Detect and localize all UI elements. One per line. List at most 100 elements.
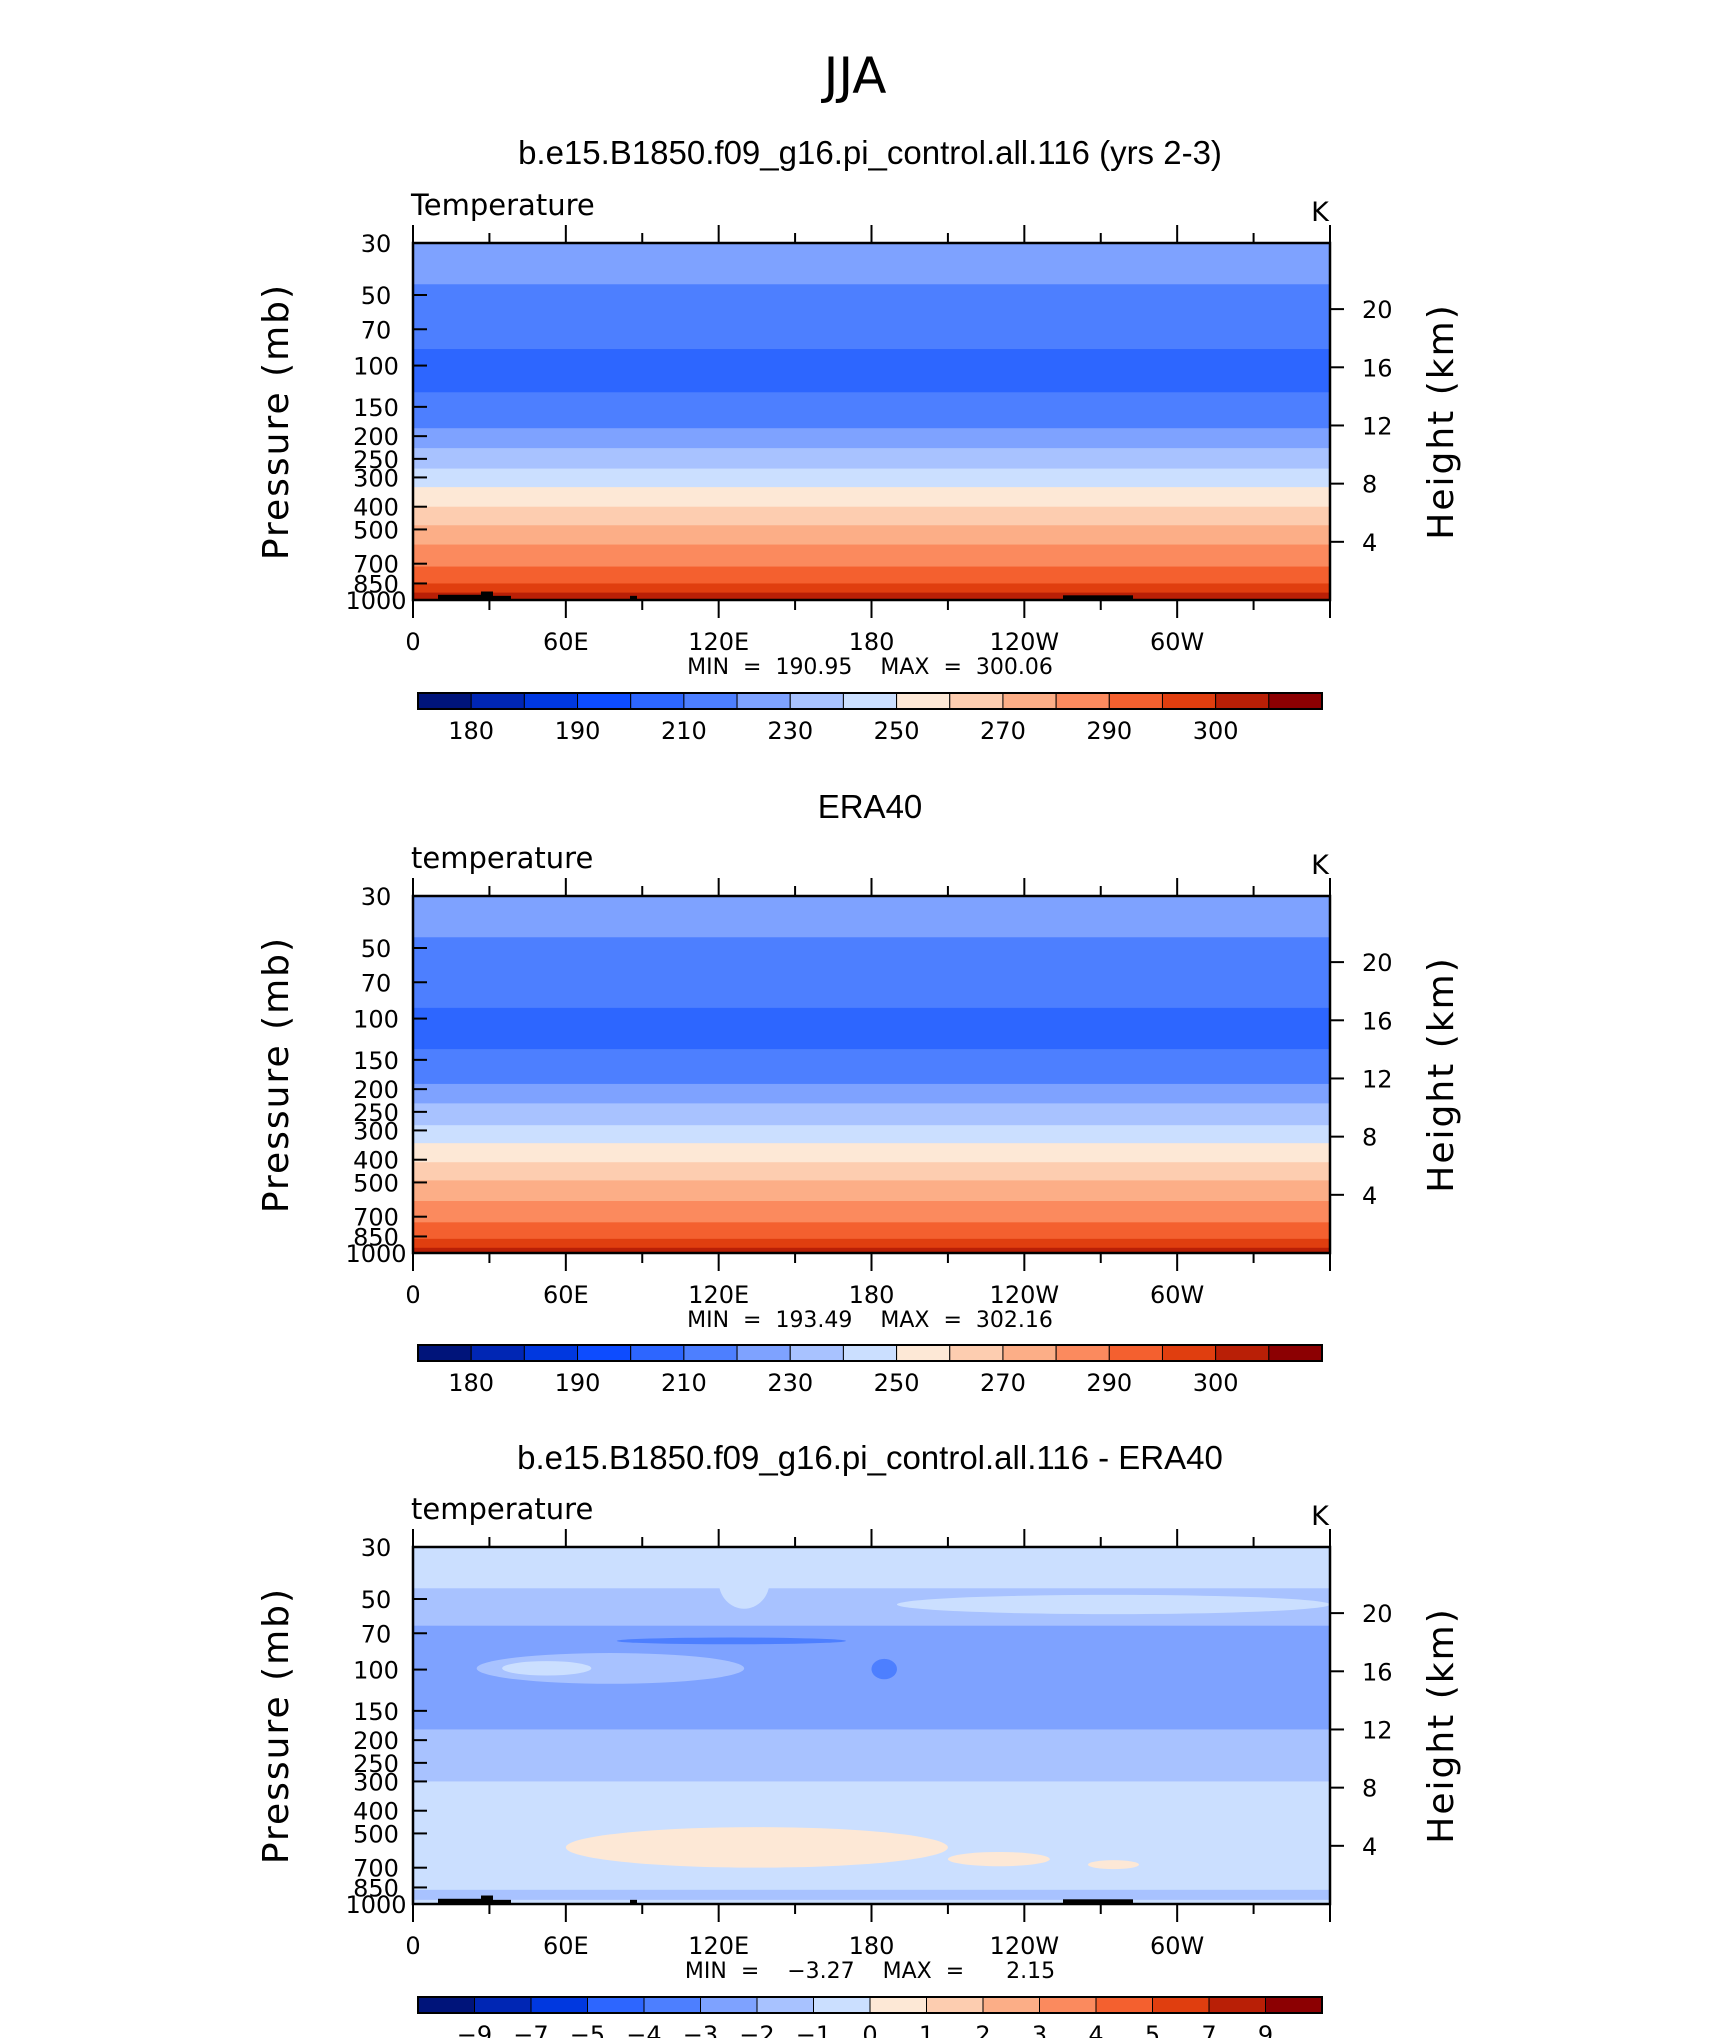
topography-block xyxy=(493,595,511,600)
colorbar-label: 290 xyxy=(1086,717,1132,745)
colorbar-swatch xyxy=(1095,1996,1153,2014)
lon-tick-label: 120E xyxy=(688,1281,749,1309)
colorbar-swatch xyxy=(643,1996,701,2014)
topography xyxy=(438,591,1133,600)
contour-band xyxy=(413,1247,1330,1254)
lon-tick-label: 120W xyxy=(990,1932,1060,1960)
colorbar-label: 210 xyxy=(661,717,707,745)
pressure-tick-label: 100 xyxy=(353,1006,399,1034)
pressure-tick-label: 700 xyxy=(353,1855,399,1883)
pressure-tick-label: 400 xyxy=(353,494,399,522)
colorbar-label: 250 xyxy=(874,1369,920,1397)
colorbar-swatch xyxy=(813,1996,871,2014)
contour-band xyxy=(413,448,1330,470)
topography-block xyxy=(493,1899,511,1904)
panel-3: b.e15.B1850.f09_g16.pi_control.all.116 -… xyxy=(256,1439,1462,2038)
colorbar-swatch xyxy=(1268,692,1323,710)
topography-block xyxy=(1063,595,1133,600)
height-tick-label: 4 xyxy=(1362,529,1377,557)
lon-tick-label: 60E xyxy=(543,1932,589,1960)
colorbar-swatch xyxy=(1208,1996,1266,2014)
contour-band xyxy=(413,896,1330,938)
contour-feature xyxy=(1088,1860,1139,1870)
contour-feature xyxy=(947,1851,1050,1867)
colorbar-label: 250 xyxy=(874,717,920,745)
colorbar-swatch xyxy=(1152,1996,1210,2014)
colorbar-swatch xyxy=(523,692,579,710)
colorbar-swatch xyxy=(1055,692,1110,710)
colorbar-label: −2 xyxy=(739,2021,774,2038)
lon-tick-label: 60E xyxy=(543,1281,589,1309)
longitude-axis: 0 60E 120E 180 120W 60W xyxy=(405,1529,1331,1960)
colorbar-swatch xyxy=(789,1344,844,1362)
colorbar-label: 1 xyxy=(919,2021,934,2038)
colorbar-frame xyxy=(417,1344,1323,1362)
contour-band xyxy=(413,392,1330,429)
topography-block xyxy=(630,1899,637,1904)
colorbar-swatch xyxy=(736,692,791,710)
colorbar-label: 230 xyxy=(767,717,813,745)
panels: b.e15.B1850.f09_g16.pi_control.all.116 (… xyxy=(256,134,1462,2038)
pressure-tick-label: 200 xyxy=(353,1076,399,1104)
height-tick-label: 4 xyxy=(1362,1182,1377,1210)
y2-axis-label: Height (km) xyxy=(1421,956,1462,1192)
height-axis: 20 16 12 8 4 xyxy=(1330,949,1393,1210)
min-max-stats: MIN = 190.95 MAX = 300.06 xyxy=(687,655,1053,680)
colorbar-label: 230 xyxy=(767,1369,813,1397)
colorbar-swatch xyxy=(1265,1996,1323,2014)
units-label: K xyxy=(1311,197,1330,228)
contour-feature xyxy=(718,1553,770,1609)
colorbar-label: 300 xyxy=(1193,717,1239,745)
colorbar-swatch xyxy=(417,1996,475,2014)
colorbar-label: 4 xyxy=(1088,2021,1103,2038)
colorbar-label: 270 xyxy=(980,717,1026,745)
pressure-tick-label: 850 xyxy=(353,1223,399,1251)
colorbar-label: −3 xyxy=(683,2021,718,2038)
contour-band xyxy=(413,1049,1330,1085)
colorbar: 180 190 210 230 250 270 290 300 xyxy=(417,692,1323,745)
colorbar-swatch xyxy=(683,1344,738,1362)
contour-band xyxy=(413,544,1330,568)
colorbar-label: −5 xyxy=(570,2021,605,2038)
lon-tick-label: 60W xyxy=(1150,628,1204,656)
colorbar-label: −1 xyxy=(796,2021,831,2038)
min-max-stats: MIN = −3.27 MAX = 2.15 xyxy=(685,1959,1055,1984)
contour-fills xyxy=(413,1547,1330,1905)
units-label: K xyxy=(1311,1501,1330,1532)
height-tick-label: 16 xyxy=(1362,1007,1393,1035)
colorbar-swatch xyxy=(1108,692,1163,710)
colorbar-swatch xyxy=(523,1344,579,1362)
colorbar-swatch xyxy=(587,1996,645,2014)
variable-label: Temperature xyxy=(410,188,595,222)
contour-feature xyxy=(871,1658,897,1680)
colorbar-label: −4 xyxy=(626,2021,661,2038)
colorbar-swatch xyxy=(417,692,472,710)
page-title: JJA xyxy=(821,47,887,105)
pressure-tick-label: 300 xyxy=(353,1768,399,1796)
pressure-tick-label: 400 xyxy=(353,1147,399,1175)
colorbar-swatch xyxy=(683,692,738,710)
lon-tick-label: 180 xyxy=(849,1932,895,1960)
colorbar-swatch xyxy=(982,1996,1040,2014)
colorbar-swatch xyxy=(869,1996,927,2014)
height-tick-label: 12 xyxy=(1362,1065,1393,1093)
contour-feature xyxy=(502,1661,592,1676)
contour-band xyxy=(413,1103,1330,1126)
topography-block xyxy=(1063,1899,1133,1904)
colorbar-swatch xyxy=(789,692,844,710)
contour-band xyxy=(413,243,1330,285)
contour-band xyxy=(413,1007,1330,1050)
pressure-tick-label: 850 xyxy=(353,570,399,598)
colorbar-label: 210 xyxy=(661,1369,707,1397)
height-axis: 20 16 12 8 4 xyxy=(1330,296,1393,557)
colorbar-label: 9 xyxy=(1258,2021,1273,2038)
lon-tick-label: 60E xyxy=(543,628,589,656)
colorbar-swatch xyxy=(474,1996,532,2014)
colorbar-label: −7 xyxy=(513,2021,548,2038)
lon-tick-label: 0 xyxy=(405,628,420,656)
colorbar-swatch xyxy=(896,1344,951,1362)
contour-band xyxy=(413,468,1330,488)
pressure-tick-label: 1000 xyxy=(345,1891,406,1919)
contour-feature xyxy=(565,1827,948,1868)
